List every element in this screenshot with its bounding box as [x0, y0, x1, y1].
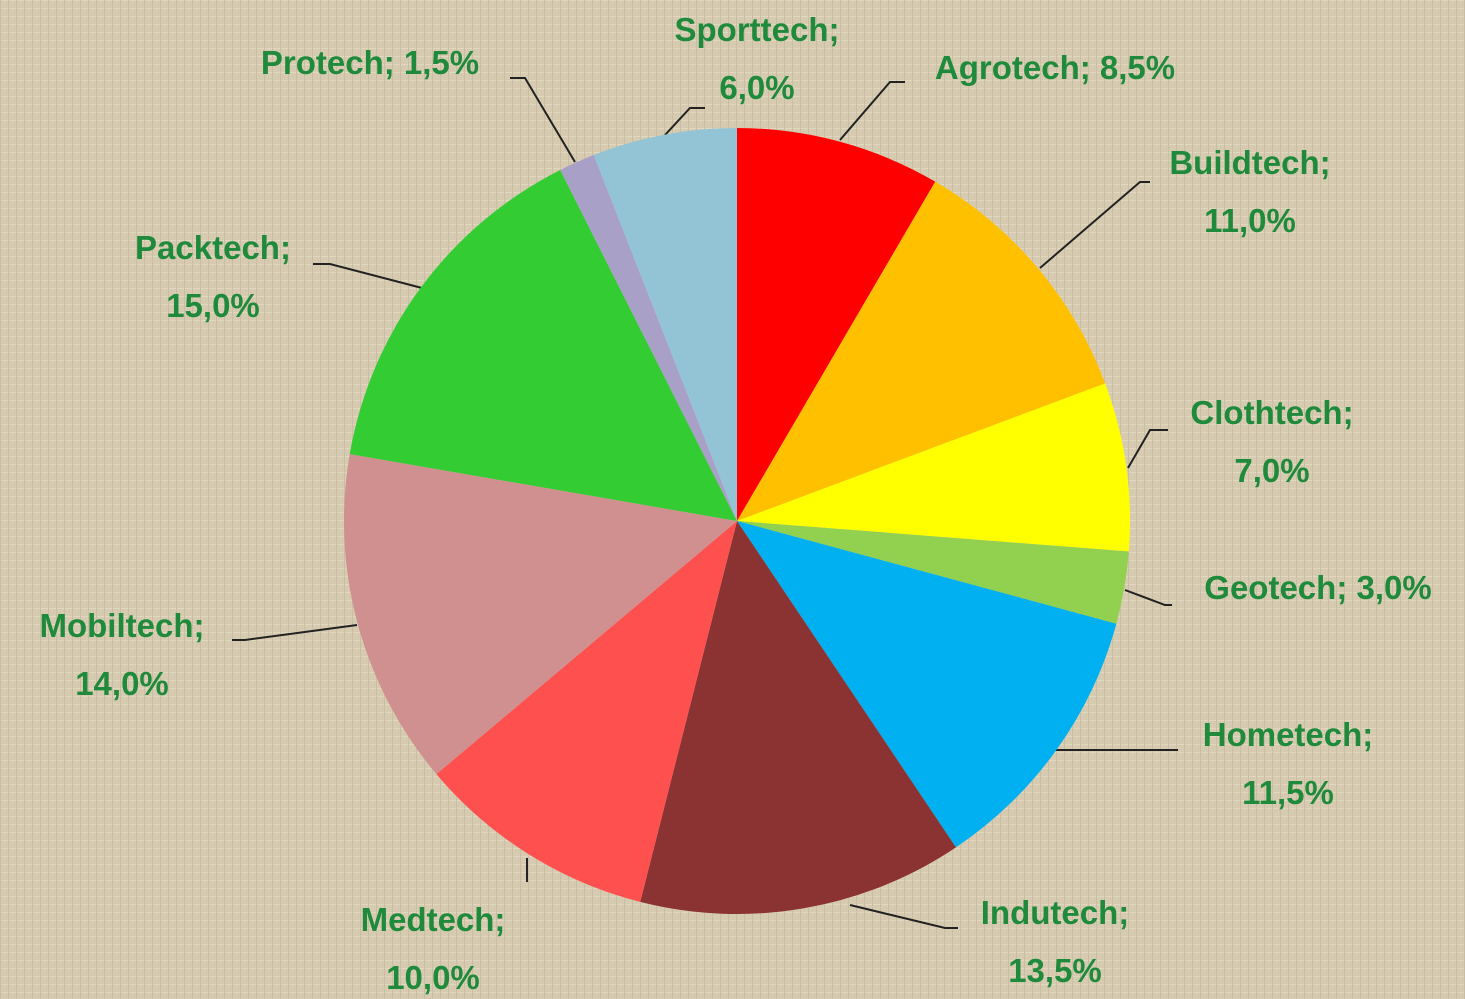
data-label-line: 7,0% [1234, 452, 1309, 489]
data-label-line: Geotech; 3,0% [1204, 569, 1431, 606]
pie-slice [560, 155, 737, 522]
data-label-line: Mobiltech; [40, 607, 205, 644]
data-label: Protech; 1,5% [261, 44, 479, 81]
data-label-line: Medtech; [361, 901, 506, 938]
pie-slice [343, 454, 737, 775]
data-label-line: Clothtech; [1190, 394, 1353, 431]
data-label: Sporttech; 6,0% [675, 11, 840, 106]
data-label-line: 13,5% [1008, 952, 1102, 989]
data-label-line: 10,0% [386, 959, 480, 996]
data-label-line: Packtech; [135, 229, 291, 266]
pie-slice [640, 521, 956, 914]
data-label: Packtech; 15,0% [135, 229, 291, 324]
data-label-line: 14,0% [75, 665, 169, 702]
data-label-line: Buildtech; [1169, 144, 1330, 181]
pie-slice [349, 170, 737, 521]
data-label-line: Indutech; [981, 894, 1129, 931]
data-label: Indutech; 13,5% [981, 894, 1129, 989]
data-label-line: 11,0% [1204, 202, 1296, 239]
data-label-line: Agrotech; 8,5% [935, 49, 1175, 86]
data-label-line: 6,0% [719, 69, 794, 106]
pie-slice [593, 128, 737, 521]
data-label: Geotech; 3,0% [1204, 569, 1431, 606]
pie-slice [737, 521, 1129, 624]
data-label: Buildtech; 11,0% [1169, 144, 1330, 239]
data-label: Medtech; 10,0% [361, 901, 506, 996]
pie-slice [737, 521, 1117, 848]
data-label: Clothtech; 7,0% [1190, 394, 1353, 489]
leader-lines [232, 77, 1178, 929]
data-label-line: Sporttech; [675, 11, 840, 48]
pie-slice [737, 181, 1106, 521]
data-label-line: Hometech; [1203, 716, 1374, 753]
data-label-line: 11,5% [1242, 774, 1334, 811]
pie-slice [737, 128, 936, 521]
data-label-line: Protech; 1,5% [261, 44, 479, 81]
data-label-line: 15,0% [166, 287, 260, 324]
pie-slice [737, 383, 1130, 552]
data-label: Hometech; 11,5% [1203, 716, 1374, 811]
data-label: Agrotech; 8,5% [935, 49, 1175, 86]
pie-slice [436, 521, 737, 902]
data-label: Mobiltech; 14,0% [40, 607, 205, 702]
